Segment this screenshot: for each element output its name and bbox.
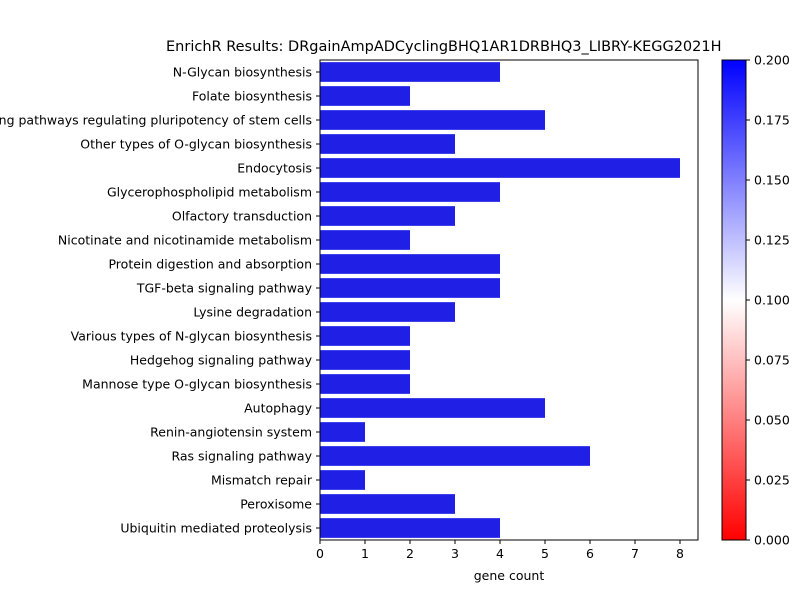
- x-tick-label: 2: [406, 546, 414, 561]
- y-tick-label: Lysine degradation: [193, 305, 312, 320]
- bar: [320, 350, 410, 370]
- y-tick-label: Olfactory transduction: [172, 209, 312, 224]
- colorbar-tick-label: 0.200: [754, 53, 790, 68]
- y-tick-label: Peroxisome: [240, 497, 312, 512]
- bar: [320, 110, 545, 130]
- x-tick-label: 0: [316, 546, 324, 561]
- bar: [320, 422, 365, 442]
- bar: [320, 446, 590, 466]
- x-axis: 0 1 2 3 4 5 6 7 8: [316, 540, 684, 561]
- bar: [320, 326, 410, 346]
- x-tick-label: 8: [676, 546, 684, 561]
- y-tick-label: Ubiquitin mediated proteolysis: [120, 521, 312, 536]
- y-tick-label: Various types of N-glycan biosynthesis: [71, 329, 312, 344]
- y-tick-label: Signaling pathways regulating pluripoten…: [0, 113, 312, 128]
- y-tick-label: Mismatch repair: [211, 473, 313, 488]
- bar: [320, 518, 500, 538]
- y-tick-label: TGF-beta signaling pathway: [136, 281, 313, 296]
- y-tick-label: Mannose type O-glycan biosynthesis: [82, 377, 312, 392]
- y-tick-label: Folate biosynthesis: [192, 89, 312, 104]
- bar: [320, 206, 455, 226]
- bar: [320, 182, 500, 202]
- x-tick-label: 6: [586, 546, 594, 561]
- bar: [320, 302, 455, 322]
- bar: [320, 158, 680, 178]
- bar: [320, 374, 410, 394]
- colorbar-tick-label: 0.175: [754, 113, 790, 128]
- colorbar-gradient: [721, 59, 747, 541]
- colorbar: 0.000 0.025 0.050 0.075 0.100 0.125 0.150 0.175…: [721, 53, 790, 548]
- y-tick-label: Autophagy: [244, 401, 312, 416]
- y-tick-label: Nicotinate and nicotinamide metabolism: [58, 233, 312, 248]
- y-tick-label: Endocytosis: [237, 161, 312, 176]
- y-tick-label: N-Glycan biosynthesis: [173, 65, 312, 80]
- x-tick-label: 7: [631, 546, 639, 561]
- bar: [320, 398, 545, 418]
- bar: [320, 254, 500, 274]
- bar: [320, 494, 455, 514]
- colorbar-tick-label: 0.100: [754, 293, 790, 308]
- colorbar-tick-label: 0.000: [754, 533, 790, 548]
- x-tick-label: 3: [451, 546, 459, 561]
- colorbar-ticks: 0.000 0.025 0.050 0.075 0.100 0.125 0.150 0.175…: [746, 53, 790, 548]
- bar: [320, 86, 410, 106]
- chart-title: EnrichR Results: DRgainAmpADCyclingBHQ1A…: [166, 39, 722, 55]
- colorbar-tick-label: 0.075: [754, 353, 790, 368]
- bar: [320, 134, 455, 154]
- y-tick-label: Protein digestion and absorption: [108, 257, 312, 272]
- x-axis-label: gene count: [474, 568, 545, 583]
- bar: [320, 230, 410, 250]
- y-tick-label: Glycerophospholipid metabolism: [107, 185, 312, 200]
- plot-frame: [319, 59, 699, 541]
- x-tick-label: 1: [361, 546, 369, 561]
- x-tick-label: 4: [496, 546, 504, 561]
- bars-layer: [320, 62, 680, 538]
- y-tick-label: Ras signaling pathway: [171, 449, 312, 464]
- bar: [320, 470, 365, 490]
- colorbar-tick-label: 0.150: [754, 173, 790, 188]
- y-tick-labels: N-Glycan biosynthesis Folate biosynthesis…: [0, 65, 320, 536]
- bar: [320, 62, 500, 82]
- y-tick-label: Hedgehog signaling pathway: [130, 353, 313, 368]
- colorbar-tick-label: 0.050: [754, 413, 790, 428]
- colorbar-tick-label: 0.025: [754, 473, 790, 488]
- colorbar-tick-label: 0.125: [754, 233, 790, 248]
- bar: [320, 278, 500, 298]
- y-tick-label: Other types of O-glycan biosynthesis: [80, 137, 312, 152]
- x-tick-label: 5: [541, 546, 549, 561]
- y-tick-label: Renin-angiotensin system: [150, 425, 312, 440]
